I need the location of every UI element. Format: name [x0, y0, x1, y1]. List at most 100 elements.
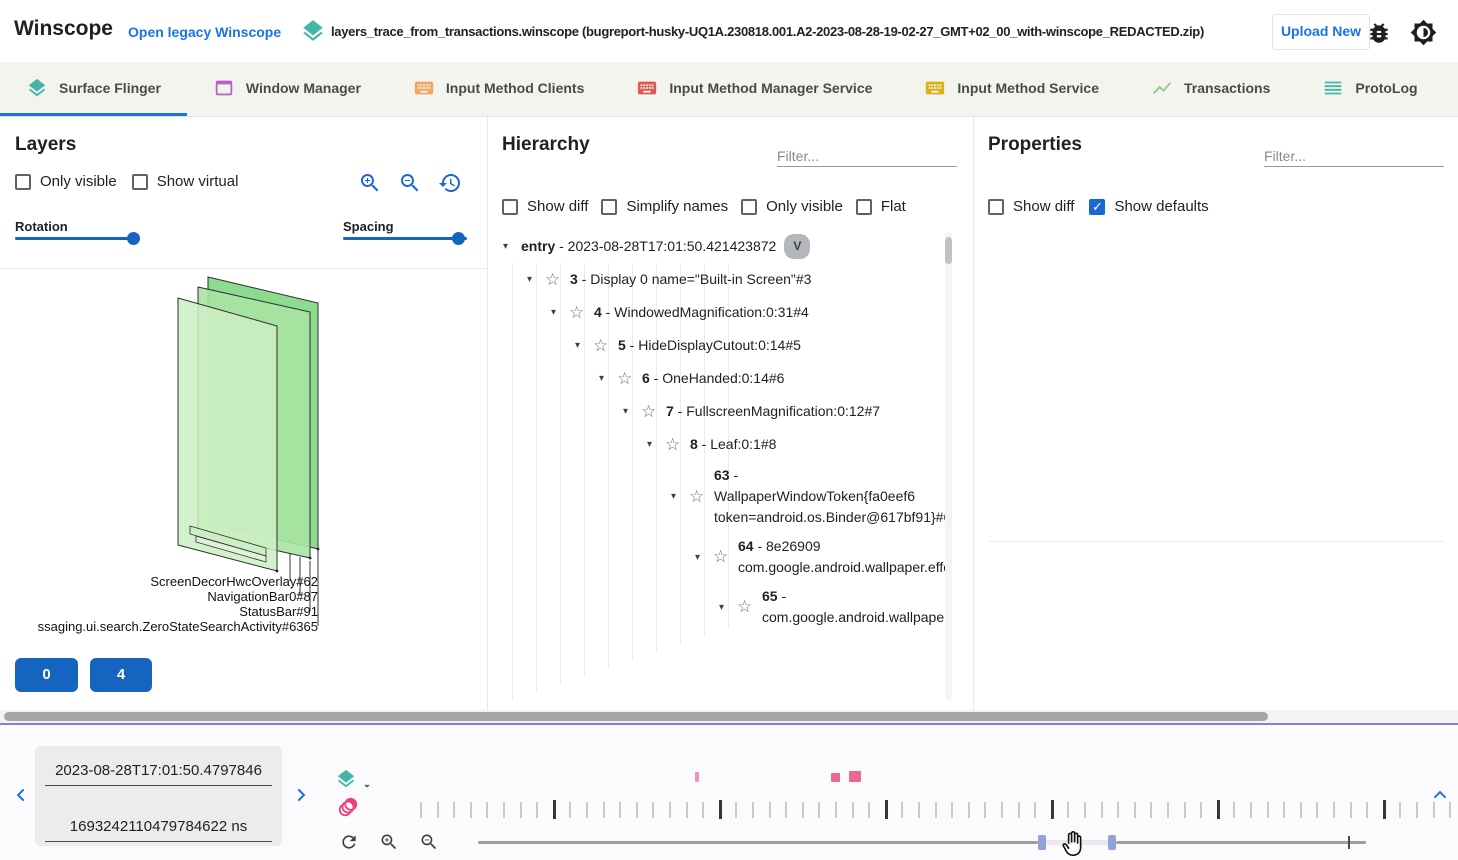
range-handle-right[interactable] — [1108, 835, 1116, 850]
layers-checkbox-only-visible[interactable]: Only visible — [15, 173, 117, 190]
layers-checkbox-show-virtual[interactable]: Show virtual — [131, 173, 238, 190]
expand-arrow-icon[interactable]: ▾ — [695, 551, 701, 563]
hierarchy-filter-input[interactable] — [777, 146, 957, 167]
tree-node[interactable]: ▾ ☆ 7 - FullscreenMagnification:0:12#7 — [487, 395, 949, 428]
timeline-zoom-in-icon[interactable] — [379, 832, 399, 852]
pin-star-icon[interactable]: ☆ — [593, 335, 609, 355]
timeline-tick — [1382, 800, 1386, 819]
tree-node[interactable]: ▾ ☆ 6 - OneHanded:0:14#6 — [487, 362, 949, 395]
hierarchy-checkbox-flat[interactable]: Flat — [855, 198, 906, 215]
expand-arrow-icon[interactable]: ▾ — [719, 601, 725, 613]
expand-arrow-icon[interactable]: ▾ — [647, 439, 653, 450]
pin-star-icon[interactable]: ☆ — [569, 302, 585, 322]
tree-node[interactable]: ▾ ☆ 64 - 8e26909 com.google.android.wallpa… — [487, 532, 949, 582]
bug-report-icon[interactable] — [1366, 20, 1392, 46]
prev-entry-chevron-icon[interactable] — [11, 784, 31, 806]
expand-arrow-icon[interactable]: ▾ — [575, 340, 581, 351]
timestamp-ns-input[interactable] — [45, 816, 272, 842]
upload-new-button[interactable]: Upload New — [1272, 14, 1370, 50]
tab-input-method-service[interactable]: Input Method Service — [898, 62, 1125, 116]
range-handle-left[interactable] — [1038, 835, 1046, 850]
next-entry-chevron-icon[interactable] — [291, 784, 311, 806]
indent-guide — [704, 263, 705, 636]
expand-arrow-icon[interactable]: ▾ — [551, 307, 557, 318]
tab-input-method-manager-service[interactable]: Input Method Manager Service — [610, 62, 898, 116]
checkbox-unchecked-icon[interactable] — [601, 198, 618, 215]
layer-id-button-4[interactable]: 4 — [90, 658, 152, 692]
hierarchy-panel-title: Hierarchy — [502, 134, 590, 155]
tab-surface-flinger[interactable]: Surface Flinger — [0, 62, 187, 116]
vertex-dots — [275, 547, 320, 573]
rotation-slider[interactable] — [15, 237, 140, 240]
tree-node[interactable]: ▾ ☆ 4 - WindowedMagnification:0:31#4 — [487, 296, 949, 329]
tree-node[interactable]: ▾ ☆ 3 - Display 0 name="Built-in Screen"#3 — [487, 263, 949, 296]
hierarchy-checkbox-show-diff[interactable]: Show diff — [502, 198, 588, 215]
pin-star-icon[interactable]: ☆ — [665, 434, 681, 454]
expand-arrow-icon[interactable]: ▾ — [671, 491, 677, 502]
layer-rect[interactable] — [195, 535, 267, 563]
expand-arrow-icon[interactable]: ▾ — [599, 373, 605, 384]
trace-select-caret-icon[interactable] — [360, 779, 374, 793]
horizontal-scrollbar-thumb[interactable] — [4, 712, 1268, 721]
rotation-slider-thumb[interactable] — [127, 232, 140, 245]
dark-mode-toggle-icon[interactable] — [1410, 19, 1437, 46]
pin-star-icon[interactable]: ☆ — [545, 269, 561, 289]
tab-window-manager[interactable]: Window Manager — [187, 62, 387, 116]
pin-star-icon[interactable]: ☆ — [713, 547, 729, 566]
checkbox-label: Flat — [880, 198, 906, 215]
tab-transactions[interactable]: Transactions — [1125, 62, 1296, 116]
tree-node[interactable]: ▾ ☆ 63 - WallpaperWindowToken{fa0eef6 toke… — [487, 461, 949, 532]
properties-checkbox-show-diff[interactable]: Show diff — [988, 198, 1074, 215]
pin-star-icon[interactable]: ☆ — [689, 486, 705, 506]
pin-star-icon[interactable]: ☆ — [641, 401, 657, 421]
tree-node[interactable]: ▾ ☆ 5 - HideDisplayCutout:0:14#5 — [487, 329, 949, 362]
pin-star-icon[interactable]: ☆ — [737, 597, 753, 616]
tree-scrollbar-track[interactable] — [945, 232, 952, 700]
pin-star-icon[interactable]: ☆ — [617, 368, 633, 388]
checkbox-unchecked-icon[interactable] — [131, 173, 148, 190]
properties-checkboxes: Show diff ✓ Show defaults — [988, 198, 1209, 215]
expand-arrow-icon[interactable]: ▾ — [623, 406, 629, 417]
tree-node[interactable]: ▾ ☆ 65 - com.google.android.wallpaper.effe… — [487, 582, 949, 632]
transition-marker[interactable] — [831, 773, 840, 782]
spacing-slider[interactable] — [343, 237, 467, 240]
tree-node-label: 65 - com.google.android.wallpaper.effect… — [762, 588, 949, 625]
refresh-timeline-icon[interactable] — [339, 832, 359, 852]
hierarchy-checkbox-simplify-names[interactable]: Simplify names — [601, 198, 728, 215]
zoom-in-icon[interactable] — [358, 171, 382, 195]
transition-marker[interactable] — [695, 772, 699, 782]
tab-protolog[interactable]: ProtoLog — [1296, 62, 1443, 116]
reset-view-icon[interactable] — [438, 171, 462, 195]
tree-scrollbar-thumb[interactable] — [945, 237, 952, 264]
timeline-range-track[interactable] — [1116, 841, 1366, 844]
hierarchy-checkbox-only-visible[interactable]: Only visible — [741, 198, 843, 215]
layers-checkboxes: Only visible Show virtual — [15, 173, 238, 190]
expand-arrow-icon[interactable]: ▾ — [527, 274, 533, 285]
tab-transitions[interactable]: Transitions — [1444, 62, 1458, 116]
spacing-slider-thumb[interactable] — [452, 232, 465, 245]
layer-id-button-0[interactable]: 0 — [15, 658, 78, 692]
checkbox-unchecked-icon[interactable] — [988, 198, 1004, 215]
expand-arrow-icon[interactable]: ▾ — [503, 241, 509, 252]
properties-filter-input[interactable] — [1264, 146, 1444, 167]
tree-node[interactable]: ▾ ☆ 8 - Leaf:0:1#8 — [487, 428, 949, 461]
timeline-tick — [519, 802, 522, 818]
layers-3d-canvas[interactable] — [0, 268, 487, 633]
tab-input-method-clients[interactable]: Input Method Clients — [387, 62, 610, 116]
open-legacy-link[interactable]: Open legacy Winscope — [128, 24, 282, 40]
zoom-out-icon[interactable] — [398, 171, 422, 195]
timeline-range-track[interactable] — [478, 841, 1038, 844]
checkbox-unchecked-icon[interactable] — [741, 198, 758, 215]
collapse-timeline-chevron-icon[interactable] — [1430, 785, 1450, 805]
checkbox-checked-icon[interactable]: ✓ — [1089, 198, 1106, 215]
keyboard-icon — [413, 77, 435, 99]
timeline-zoom-out-icon[interactable] — [419, 832, 439, 852]
timeline-tick — [1133, 802, 1136, 818]
transition-marker[interactable] — [849, 771, 861, 782]
checkbox-unchecked-icon[interactable] — [855, 198, 872, 215]
timestamp-human-input[interactable] — [45, 760, 272, 786]
checkbox-unchecked-icon[interactable] — [15, 173, 31, 190]
checkbox-unchecked-icon[interactable] — [502, 198, 518, 215]
tree-node[interactable]: ▾ entry - 2023-08-28T17:01:50.421423872 V — [487, 230, 949, 263]
properties-checkbox-show-defaults[interactable]: ✓ Show defaults — [1089, 198, 1209, 215]
